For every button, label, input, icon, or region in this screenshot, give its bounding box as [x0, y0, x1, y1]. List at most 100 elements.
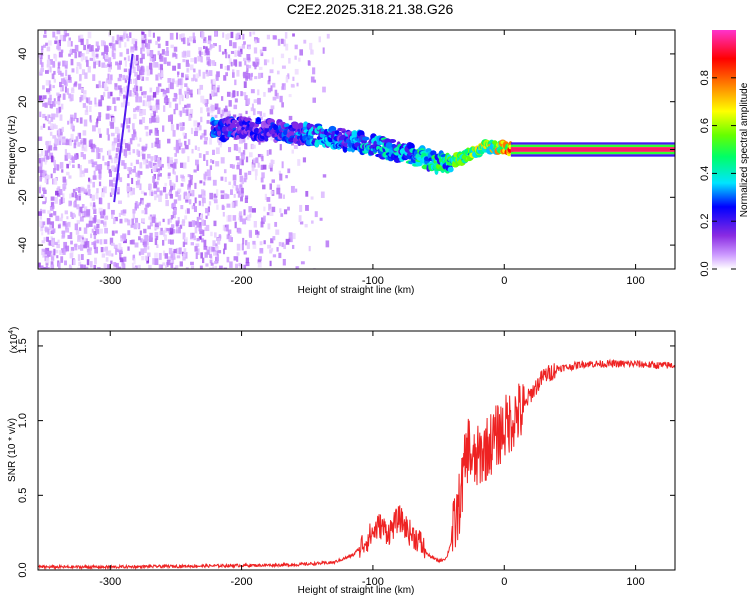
spectrogram-noise-cell [52, 228, 56, 233]
spectrogram-noise-cell [113, 244, 118, 249]
spectrogram-noise-cell [119, 218, 123, 224]
spectrogram-noise-cell [220, 96, 224, 101]
spectrogram-noise-cell [279, 95, 283, 103]
spectrogram-noise-cell [167, 173, 171, 179]
spectrogram-noise-cell [242, 92, 247, 96]
spectrogram-noise-cell [171, 78, 175, 83]
spectrogram-noise-cell [60, 49, 64, 53]
spectrogram-noise-cell [140, 248, 145, 255]
spectrogram-noise-cell [162, 125, 165, 132]
spectrogram-noise-cell [178, 227, 181, 234]
spectrogram-noise-cell [169, 114, 173, 120]
spectrogram-noise-cell [141, 117, 146, 123]
spectrogram-noise-cell [140, 67, 143, 71]
spectrogram-carrier-band [510, 142, 675, 145]
spectrogram-noise-cell [98, 112, 102, 118]
spectrogram-noise-cell [46, 178, 49, 185]
spectrogram-noise-cell [268, 203, 272, 211]
spectrogram-noise-cell [173, 108, 176, 115]
spectrogram-noise-cell [59, 217, 63, 222]
spectrogram-noise-cell [204, 136, 208, 141]
spectrogram-noise-cell [139, 171, 143, 175]
spectrogram-noise-cell [86, 209, 91, 216]
spectrogram-noise-cell [49, 224, 53, 231]
spectrogram-signal-cell [216, 129, 222, 137]
spectrogram-noise-cell [45, 42, 48, 46]
spectrogram-noise-cell [228, 100, 232, 107]
spectrogram-noise-cell [172, 130, 176, 137]
spectrogram-noise-cell [215, 243, 218, 249]
spectrogram-noise-cell [172, 202, 176, 210]
spectrogram-noise-cell [208, 253, 212, 258]
spectrogram-noise-cell [99, 228, 103, 234]
spectrogram-noise-cell [244, 143, 248, 150]
spectrogram-noise-cell [278, 170, 281, 175]
spectrogram-noise-cell [141, 218, 146, 223]
spectrogram-noise-cell [199, 51, 204, 55]
spectrogram-noise-cell [270, 136, 274, 141]
spectrogram-noise-cell [69, 139, 72, 146]
spectrogram-noise-cell [261, 155, 264, 162]
spectrogram-noise-cell [126, 144, 131, 151]
spectrogram-noise-cell [254, 76, 258, 80]
spectrogram-noise-cell [67, 40, 71, 47]
spectrogram-noise-cell [217, 85, 220, 90]
spectrogram-noise-cell [260, 177, 264, 183]
spectrogram-noise-cell [40, 194, 45, 199]
spectrogram-noise-cell [202, 195, 206, 200]
spectrogram-noise-cell [124, 78, 128, 83]
spectrogram-noise-cell [113, 167, 117, 172]
spectrogram-noise-cell [245, 195, 249, 200]
spectrogram-noise-cell [257, 259, 262, 264]
spectrogram-noise-cell [64, 154, 68, 161]
spectrogram-noise-cell [237, 228, 242, 234]
spectrogram-noise-cell [171, 182, 174, 186]
spectrogram-noise-cell [140, 47, 143, 54]
spectrogram-noise-cell [241, 43, 246, 49]
spectrogram-noise-cell [86, 259, 90, 266]
spectrogram-noise-cell [287, 73, 290, 80]
spectrogram-noise-cell [214, 103, 219, 110]
spectrogram-noise-cell [96, 152, 100, 159]
spectrogram-noise-cell [100, 192, 105, 198]
spectrogram-noise-cell [93, 225, 96, 229]
spectrogram-noise-cell [198, 236, 202, 240]
spectrogram-noise-cell [145, 204, 150, 208]
spectrogram-noise-cell [172, 98, 177, 102]
spectrogram-noise-cell [85, 97, 89, 103]
spectrogram-noise-cell [66, 88, 69, 95]
spectrogram-noise-cell [266, 59, 270, 63]
spectrogram-noise-cell [109, 179, 113, 187]
spectrogram-noise-cell [251, 103, 254, 109]
spectrogram-noise-cell [118, 41, 122, 48]
spectrogram-noise-cell [261, 172, 265, 179]
spectrogram-noise-cell [203, 99, 208, 106]
spectrogram-noise-cell [182, 162, 187, 169]
spectrogram-noise-cell [228, 58, 232, 65]
spectrogram-noise-cell [167, 61, 171, 66]
spectrogram-noise-cell [117, 133, 121, 139]
spectrogram-noise-cell [281, 65, 286, 69]
spectrogram-noise-cell [69, 253, 73, 259]
spectrogram-noise-cell [187, 208, 190, 214]
spectrogram-noise-cell [201, 238, 204, 243]
spectrogram-noise-cell [103, 239, 108, 245]
spectrogram-noise-cell [224, 176, 227, 182]
spectrogram-signal-cell [385, 142, 393, 149]
spectrogram-noise-cell [107, 57, 112, 64]
spectrogram-noise-cell [103, 247, 107, 252]
spectrogram-noise-cell [73, 143, 77, 149]
spectrogram-noise-cell [147, 153, 151, 159]
spectrogram-noise-cell [157, 72, 161, 77]
spectrogram-noise-cell [267, 223, 271, 230]
spectrogram-noise-cell [44, 175, 47, 183]
spectrogram-noise-cell [64, 210, 68, 215]
spectrogram-noise-cell [62, 221, 66, 226]
spectrogram-noise-cell [62, 176, 66, 183]
spectrogram-noise-cell [48, 140, 52, 146]
spectrogram-noise-cell [107, 134, 110, 141]
spectrogram-noise-cell [241, 243, 244, 251]
spectrogram-noise-cell [208, 201, 212, 206]
spectrogram-noise-cell [314, 211, 318, 218]
spectrogram-noise-cell [83, 264, 86, 269]
